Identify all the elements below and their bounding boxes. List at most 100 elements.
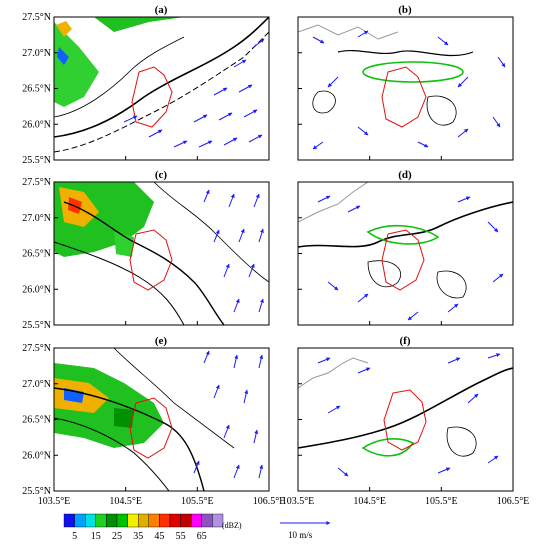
colorbar-swatch [116,513,128,528]
panel-c: (c) [53,169,270,326]
wind-legend-label: 10 m/s [288,530,313,540]
y-tick-label: 26.0°N [22,119,51,130]
y-tick-label: 26.5°N [22,415,51,426]
colorbar-swatch [212,513,224,528]
colorbar-label: 55 [176,531,186,542]
province-outline-b [381,66,427,128]
colorbar: 5 15 25 35 45 55 65 [63,513,224,542]
colorbar-label: 35 [133,531,143,542]
y-tick-label: 27.5°N [22,177,51,188]
province-outline-d [381,229,425,291]
contour-b2 [312,90,336,114]
x-tick-label: 106.5°E [497,496,530,507]
y-axis-labels: 27.5°N 27.0°N 26.5°N 26.0°N 25.5°N 27.5°N 27.0… [22,12,302,497]
colorbar-swatch [95,513,107,528]
panel-d: (d) [297,169,514,326]
green-contour-b [362,61,464,83]
colorbar-unit: (dBZ) [222,521,242,530]
colorbar-label: 15 [91,531,101,542]
green-contour-f [361,438,415,457]
panel-e-label: (e) [155,335,168,347]
panel-a: (a) [53,4,270,161]
panel-b-label: (b) [398,4,412,16]
contour-f [298,367,513,449]
y-tick-label: 27.0°N [22,379,51,390]
wind-vectors-f [317,353,501,477]
colorbar-label: 25 [112,531,122,542]
x-tick-label: 104.5°E [109,496,142,507]
province-outline-c [129,229,173,291]
contour-e2 [54,417,170,491]
y-tick-label: 26.5°N [22,84,51,95]
contour-d [298,201,513,248]
y-tick-label: 27.0°N [22,48,51,59]
radar-echo-c3 [68,197,82,214]
province-outline-a [131,66,173,128]
colorbar-swatch [137,513,149,528]
province-outline-f [383,389,427,451]
radar-echo-a [54,17,184,32]
panel-d-frame [297,181,514,326]
contour-b3 [426,95,457,126]
radar-echo-e4 [114,408,134,428]
wind-vectors-b [312,30,506,150]
y-tick-label: 26.5°N [22,249,51,260]
panel-f-frame [297,347,514,492]
colorbar-swatch [169,513,181,528]
contour-a [54,17,269,138]
y-tick-label: 27.0°N [22,213,51,224]
colorbar-swatch [190,513,202,528]
radar-echo-a4 [57,47,69,65]
x-tick-label: 104.5°E [353,496,386,507]
contour-c3 [153,182,269,283]
radar-echo-a3 [56,21,72,37]
colorbar-swatch [180,513,192,528]
wind-vectors-c [203,189,264,313]
colorbar-swatch [201,513,213,528]
contour-c [63,201,225,325]
contour-c2 [54,241,185,325]
radar-echo-a2 [54,22,99,107]
terrain-outline-d [298,182,369,223]
y-tick-label: 25.5°N [22,320,51,331]
x-tick-label: 103.5°E [282,496,315,507]
wind-vectors-a [123,38,265,148]
panel-f: (f) [297,335,514,492]
colorbar-swatch [127,513,139,528]
wind-vectors-e [193,350,264,479]
y-tick-label: 26.0°N [22,284,51,295]
colorbar-swatch [148,513,160,528]
contour-a3 [54,36,185,118]
x-tick-label: 106.5°E [253,496,286,507]
colorbar-label: 45 [154,531,164,542]
y-tick-label: 27.5°N [22,12,51,23]
wind-legend: 10 m/s [280,521,331,540]
panel-c-label: (c) [155,169,168,181]
x-tick-label: 103.5°E [38,496,71,507]
province-outline-e [129,397,173,459]
contour-e3 [113,348,235,449]
colorbar-swatch [74,513,86,528]
panel-b: (b) [297,4,514,161]
contour-f2 [446,426,477,457]
wind-vectors-d [317,195,504,321]
colorbar-swatch [84,513,96,528]
radar-echo-c4 [114,232,134,257]
colorbar-label: 5 [72,531,77,542]
green-contour-d [366,224,440,245]
colorbar-label: 65 [197,531,207,542]
y-tick-label: 25.5°N [22,155,51,166]
panel-b-frame [297,16,514,161]
contour-d2 [367,260,401,288]
panel-f-label: (f) [400,335,411,347]
y-tick-label: 25.5°N [22,486,51,497]
contour-b [337,49,474,57]
colorbar-swatch [106,513,118,528]
terrain-outline-b [298,24,399,40]
colorbar-swatch [159,513,171,528]
panel-a-label: (a) [155,4,168,16]
contour-e [54,387,205,491]
y-tick-label: 26.0°N [22,450,51,461]
